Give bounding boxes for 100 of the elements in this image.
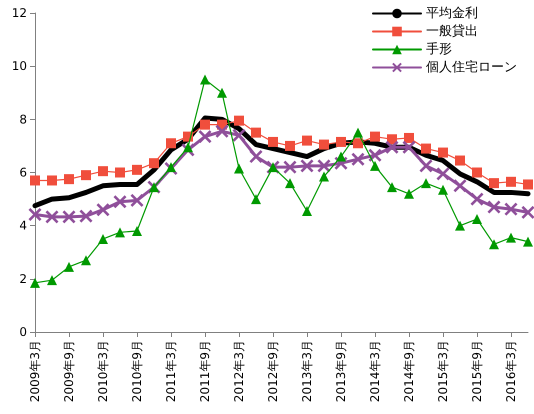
point bbox=[98, 234, 108, 244]
point bbox=[506, 232, 516, 243]
x-tick-label: 2009年3月 bbox=[28, 340, 42, 402]
point bbox=[318, 159, 330, 172]
point bbox=[506, 176, 516, 187]
point bbox=[234, 116, 244, 126]
y-tick-label: 8 bbox=[19, 112, 27, 126]
point bbox=[336, 136, 346, 147]
point bbox=[302, 136, 312, 146]
point bbox=[472, 214, 482, 224]
point bbox=[28, 208, 42, 221]
point bbox=[421, 144, 431, 154]
point bbox=[64, 262, 74, 272]
point bbox=[284, 160, 296, 174]
x-tick-label: 2012年9月 bbox=[266, 340, 280, 402]
point bbox=[285, 140, 295, 151]
point bbox=[132, 226, 142, 236]
point bbox=[80, 210, 92, 223]
point bbox=[436, 167, 450, 180]
point bbox=[234, 164, 244, 174]
point bbox=[98, 166, 108, 176]
x-tick-label: 2011年9月 bbox=[198, 340, 212, 402]
point bbox=[47, 175, 57, 186]
point bbox=[166, 138, 176, 148]
y-tick-label: 12 bbox=[12, 6, 27, 20]
point bbox=[421, 178, 431, 188]
y-tick-label: 2 bbox=[19, 272, 27, 286]
legend-label: 一般貸出 bbox=[426, 24, 478, 39]
point bbox=[489, 239, 499, 250]
point bbox=[368, 148, 382, 162]
point bbox=[250, 150, 262, 164]
point bbox=[386, 140, 398, 154]
point bbox=[183, 142, 193, 152]
x-tick-label: 2010年3月 bbox=[96, 340, 110, 402]
legend-label: 個人住宅ローン bbox=[426, 59, 517, 75]
y-tick-label: 0 bbox=[19, 325, 27, 339]
point bbox=[300, 159, 314, 172]
y-tick-label: 10 bbox=[12, 59, 27, 74]
y-tick-label: 4 bbox=[19, 218, 27, 233]
point bbox=[96, 203, 110, 216]
point bbox=[470, 192, 484, 206]
point bbox=[64, 174, 74, 184]
point bbox=[488, 200, 500, 214]
point bbox=[47, 275, 57, 286]
point bbox=[200, 74, 210, 84]
point bbox=[251, 128, 261, 138]
x-tick-label: 2013年9月 bbox=[334, 340, 348, 402]
point bbox=[319, 171, 329, 182]
point bbox=[370, 132, 380, 142]
point bbox=[216, 124, 228, 138]
x-tick-label: 2013年3月 bbox=[300, 340, 314, 402]
point bbox=[217, 88, 227, 98]
point bbox=[353, 138, 363, 148]
point bbox=[285, 178, 295, 188]
point bbox=[455, 156, 465, 166]
point bbox=[198, 130, 212, 144]
point bbox=[522, 206, 534, 219]
point bbox=[30, 175, 40, 186]
point bbox=[454, 179, 466, 192]
x-tick-label: 2015年9月 bbox=[470, 340, 484, 402]
point bbox=[438, 148, 448, 158]
x-tick-label: 2016年3月 bbox=[504, 340, 518, 402]
y-tick-label: 6 bbox=[19, 166, 27, 180]
x-tick-label: 2014年9月 bbox=[402, 340, 416, 402]
point bbox=[504, 202, 518, 216]
point bbox=[114, 195, 126, 208]
point bbox=[472, 168, 482, 178]
x-tick-label: 2009年9月 bbox=[62, 340, 76, 402]
x-tick-label: 2014年3月 bbox=[368, 340, 382, 402]
x-tick-label: 2010年9月 bbox=[130, 340, 144, 402]
point bbox=[319, 140, 329, 150]
point bbox=[420, 159, 432, 172]
point bbox=[352, 152, 364, 166]
point bbox=[46, 210, 58, 224]
legend-label: 手形 bbox=[426, 42, 452, 57]
point bbox=[404, 188, 414, 199]
point bbox=[387, 182, 397, 192]
x-tick-label: 2012年3月 bbox=[232, 340, 246, 402]
x-tick-label: 2015年3月 bbox=[436, 340, 450, 402]
point bbox=[115, 227, 125, 238]
point bbox=[370, 160, 380, 171]
point bbox=[81, 255, 91, 266]
point bbox=[81, 170, 91, 180]
point bbox=[130, 194, 144, 207]
x-tick-label: 2011年3月 bbox=[164, 340, 178, 402]
point bbox=[268, 136, 278, 147]
point bbox=[438, 184, 448, 195]
point bbox=[132, 164, 142, 175]
point bbox=[149, 158, 159, 168]
point bbox=[232, 128, 246, 142]
point bbox=[523, 236, 533, 247]
point bbox=[30, 278, 40, 288]
point bbox=[166, 162, 176, 172]
point bbox=[115, 168, 125, 178]
point bbox=[402, 140, 416, 154]
point bbox=[523, 179, 533, 190]
point bbox=[336, 152, 346, 162]
point bbox=[353, 128, 363, 138]
point bbox=[200, 120, 210, 130]
point bbox=[62, 210, 76, 224]
